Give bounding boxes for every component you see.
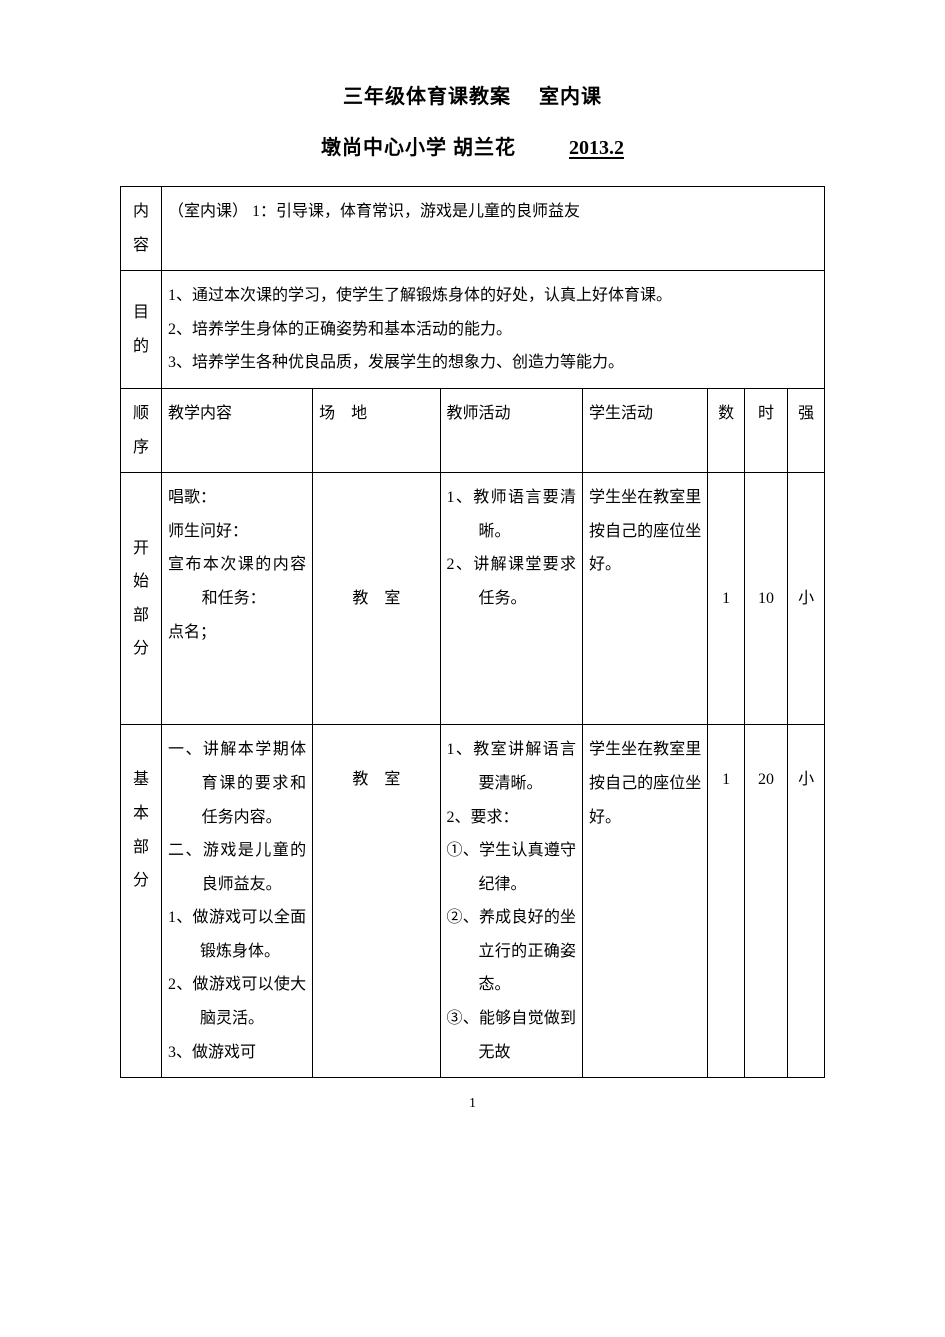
date: 2013.2 — [569, 137, 624, 159]
label-student-act: 学生活动 — [583, 388, 708, 472]
cell-content: （室内课） 1：引导课，体育常识，游戏是儿童的良师益友 — [162, 187, 825, 271]
section-start-n3: 小 — [788, 473, 825, 725]
label-teach-content: 教学内容 — [162, 388, 313, 472]
section-main-content: 一、讲解本学期体育课的要求和任务内容。 二、游戏是儿童的良师益友。 1、做游戏可… — [162, 725, 313, 1078]
label-n1: 数 — [708, 388, 745, 472]
row-section-main: 基 本 部 分 一、讲解本学期体育课的要求和任务内容。 二、游戏是儿童的良师益友… — [121, 725, 825, 1078]
label-content: 内容 — [121, 187, 162, 271]
section-main-teacher: 1、教室讲解语言要清晰。 2、要求： ①、学生认真遵守纪律。 ②、养成良好的坐立… — [440, 725, 583, 1078]
school-author: 墩尚中心小学 胡兰花 — [321, 137, 516, 159]
section-start-n2: 10 — [744, 473, 787, 725]
section-start-n1: 1 — [708, 473, 745, 725]
section-start-label: 开 始 部 分 — [121, 473, 162, 725]
section-main-n1: 1 — [708, 725, 745, 1078]
section-main-n2: 20 — [744, 725, 787, 1078]
cell-purpose: 1、通过本次课的学习，使学生了解锻炼身体的好处，认真上好体育课。 2、培养学生身… — [162, 271, 825, 389]
section-main-student: 学生坐在教室里按自己的座位坐好。 — [583, 725, 708, 1078]
section-start-place: 教 室 — [313, 473, 440, 725]
section-main-place: 教 室 — [313, 725, 440, 1078]
row-purpose: 目的 1、通过本次课的学习，使学生了解锻炼身体的好处，认真上好体育课。 2、培养… — [121, 271, 825, 389]
label-n3: 强 — [788, 388, 825, 472]
lesson-plan-table: 内容 （室内课） 1：引导课，体育常识，游戏是儿童的良师益友 目的 1、通过本次… — [120, 186, 825, 1078]
section-start-content: 唱歌： 师生问好： 宣布本次课的内容和任务： 点名； — [162, 473, 313, 725]
section-main-n3: 小 — [788, 725, 825, 1078]
row-section-start: 开 始 部 分 唱歌： 师生问好： 宣布本次课的内容和任务： 点名； 教 室 1… — [121, 473, 825, 725]
page-number: 1 — [120, 1096, 825, 1112]
row-content: 内容 （室内课） 1：引导课，体育常识，游戏是儿童的良师益友 — [121, 187, 825, 271]
page-title: 三年级体育课教案 室内课 — [120, 80, 825, 109]
section-main-label: 基 本 部 分 — [121, 725, 162, 1078]
row-header: 顺序 教学内容 场 地 教师活动 学生活动 数 时 强 — [121, 388, 825, 472]
page-subtitle: 墩尚中心小学 胡兰花 2013.2 — [120, 131, 825, 160]
label-place: 场 地 — [313, 388, 440, 472]
title-main: 三年级体育课教案 — [343, 86, 511, 108]
label-purpose: 目的 — [121, 271, 162, 389]
label-n2: 时 — [744, 388, 787, 472]
section-start-student: 学生坐在教室里按自己的座位坐好。 — [583, 473, 708, 725]
label-order: 顺序 — [121, 388, 162, 472]
label-teacher-act: 教师活动 — [440, 388, 583, 472]
section-start-teacher: 1、教师语言要清晰。 2、讲解课堂要求任务。 — [440, 473, 583, 725]
title-sub: 室内课 — [539, 86, 602, 108]
